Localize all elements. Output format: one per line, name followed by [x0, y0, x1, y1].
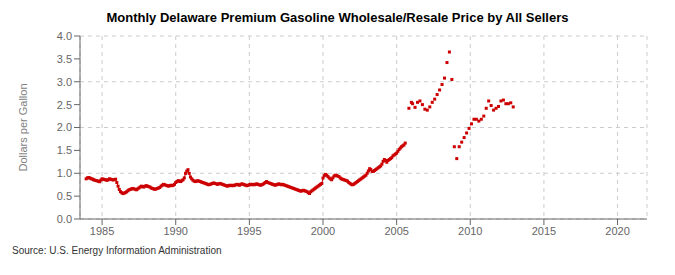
svg-text:2005: 2005 [384, 225, 408, 237]
svg-text:1.5: 1.5 [57, 144, 72, 156]
html-text:Source: U.S. Energy Informatio: Source: U.S. Energy Information Administ… [12, 245, 222, 256]
svg-text:0.0: 0.0 [57, 213, 72, 225]
svg-text:2.0: 2.0 [57, 121, 72, 133]
svg-text:1990: 1990 [163, 225, 187, 237]
svg-text:2015: 2015 [532, 225, 556, 237]
svg-text:2.5: 2.5 [57, 99, 72, 111]
svg-text:2000: 2000 [311, 225, 335, 237]
svg-text:2020: 2020 [605, 225, 629, 237]
svg-text:1985: 1985 [90, 225, 114, 237]
svg-text:1.0: 1.0 [57, 167, 72, 179]
html-text:Monthly Delaware Premium Gasol: Monthly Delaware Premium Gasoline Wholes… [106, 10, 569, 25]
svg-text:3.0: 3.0 [57, 76, 72, 88]
svg-text:4.0: 4.0 [57, 30, 72, 42]
svg-text:2010: 2010 [458, 225, 482, 237]
svg-text:3.5: 3.5 [57, 53, 72, 65]
svg-text:Dollars per Gallon: Dollars per Gallon [17, 83, 29, 171]
svg-text:1995: 1995 [237, 225, 261, 237]
svg-text:0.5: 0.5 [57, 190, 72, 202]
